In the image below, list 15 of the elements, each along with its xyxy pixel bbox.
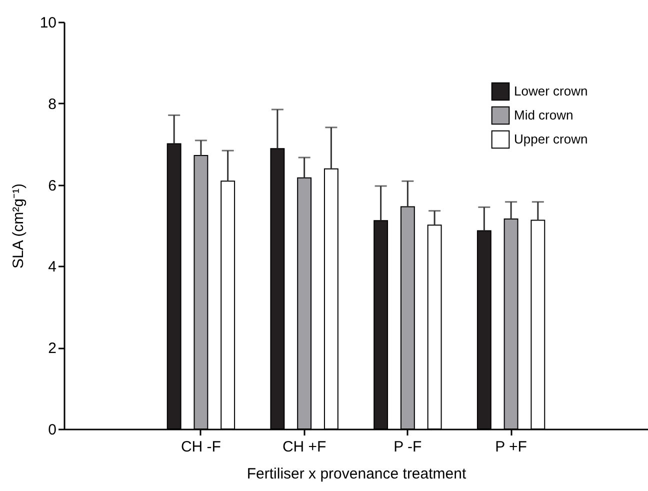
y-tick-label: 8: [48, 96, 56, 113]
legend-label: Lower crown: [514, 84, 588, 98]
y-tick-label: 0: [48, 422, 56, 438]
legend-label: Mid crown: [514, 108, 574, 122]
y-tick-label: 6: [48, 177, 56, 194]
y-axis-title: SLA (cm²g⁻¹): [10, 183, 27, 269]
x-tick-label: P +F: [495, 438, 527, 456]
x-tick-label: CH -F: [180, 438, 221, 456]
x-tick-label: CH +F: [282, 438, 326, 456]
y-tick-label: 4: [48, 258, 56, 276]
x-axis-title: Fertiliser x provenance treatment: [246, 466, 467, 482]
y-tick-label: 10: [40, 14, 56, 32]
x-tick-label: P -F: [394, 438, 422, 456]
legend-label: Upper crown: [514, 132, 588, 146]
y-tick-label: 2: [48, 340, 56, 358]
